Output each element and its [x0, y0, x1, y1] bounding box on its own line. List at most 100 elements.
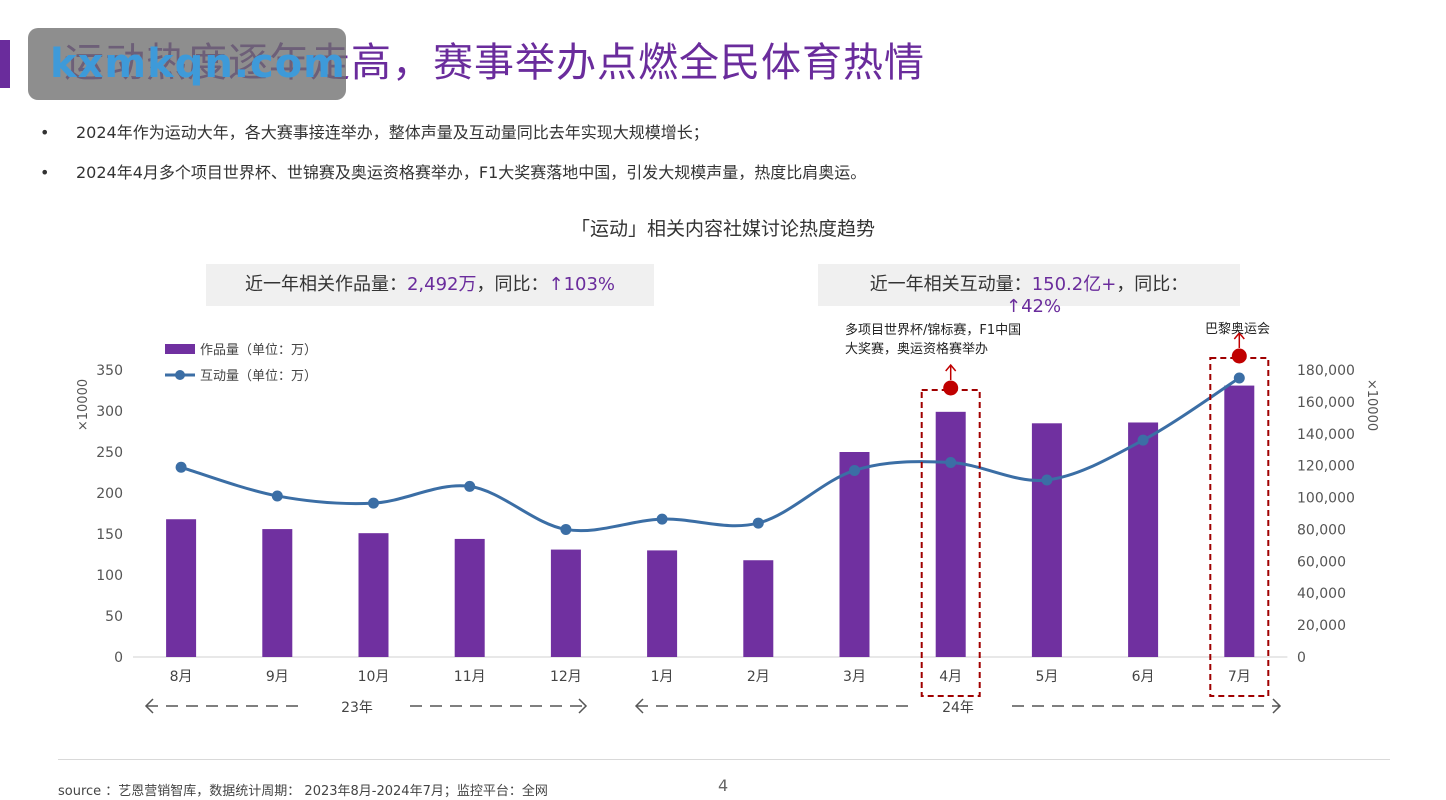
- legend-line-marker: [175, 370, 185, 380]
- line-point-6月: [1137, 434, 1149, 446]
- kpi-growth: ↑42%: [1006, 296, 1062, 317]
- bullet-item: • 2024年作为运动大年，各大赛事接连举办，整体声量及互动量同比去年实现大规模…: [40, 122, 866, 162]
- kpi-works-volume: 近一年相关作品量：2,492万，同比：↑103%: [206, 264, 654, 306]
- y-left-tick-label: 150: [96, 527, 123, 543]
- bullet-text: 2024年4月多个项目世界杯、世锦赛及奥运资格赛举办，F1大奖赛落地中国，引发大…: [76, 163, 867, 182]
- kpi-value: 2,492万: [406, 274, 477, 295]
- kpi-growth: ↑103%: [548, 274, 616, 295]
- x-tick-label: 4月: [939, 669, 962, 685]
- y-left-tick-label: 200: [96, 486, 123, 502]
- x-tick-label: 7月: [1228, 669, 1251, 685]
- y-left-axis-label: ×10000: [76, 379, 91, 431]
- bullet-dot: •: [40, 123, 50, 142]
- x-tick-label: 3月: [843, 669, 866, 685]
- bullet-item: • 2024年4月多个项目世界杯、世锦赛及奥运资格赛举办，F1大奖赛落地中国，引…: [40, 162, 866, 202]
- bullet-list: • 2024年作为运动大年，各大赛事接连举办，整体声量及互动量同比去年实现大规模…: [40, 122, 866, 202]
- footer-divider: [58, 759, 1390, 760]
- line-point-10月: [368, 497, 379, 509]
- line-point-8月: [175, 461, 187, 473]
- bullet-dot: •: [40, 163, 50, 182]
- x-tick-label: 2月: [747, 669, 770, 685]
- x-tick-label: 11月: [454, 669, 486, 685]
- bar-6月: [1128, 422, 1159, 657]
- bar-3月: [839, 452, 870, 657]
- x-tick-label: 5月: [1035, 669, 1058, 685]
- bar-7月: [1224, 385, 1255, 657]
- line-point-3月: [849, 464, 860, 476]
- year-group-label: 24年: [942, 700, 974, 716]
- year-arrowhead-24-right: [1272, 698, 1282, 714]
- highlight-arrowhead-7月: [1233, 331, 1245, 340]
- line-series-interaction: [180, 376, 1241, 533]
- bullet-text: 2024年作为运动大年，各大赛事接连举办，整体声量及互动量同比去年实现大规模增长…: [76, 123, 709, 142]
- highlight-marker-4月: [943, 380, 959, 396]
- x-tick-label: 6月: [1132, 669, 1155, 685]
- bar-5月: [1031, 423, 1062, 657]
- bar-9月: [262, 529, 293, 657]
- kpi-label: 近一年相关互动量：: [869, 274, 1032, 295]
- y-right-tick-label: 40,000: [1297, 586, 1346, 602]
- line-point-7月: [1233, 372, 1245, 384]
- annotation-text: 巴黎奥运会: [1205, 322, 1270, 337]
- highlight-arrowhead-4月: [945, 363, 957, 372]
- annotation-text: 多项目世界杯/锦标赛，F1中国: [845, 322, 1021, 338]
- line-point-12月: [560, 523, 572, 535]
- y-right-tick-label: 160,000: [1297, 395, 1355, 411]
- chart-title: 「运动」相关内容社媒讨论热度趋势: [570, 218, 875, 240]
- kpi-separator: ，同比：: [1116, 274, 1189, 295]
- y-right-tick-label: 180,000: [1297, 363, 1355, 379]
- y-right-tick-label: 140,000: [1297, 427, 1355, 443]
- bar-10月: [358, 533, 389, 657]
- kpi-value: 150.2亿+: [1031, 274, 1117, 295]
- line-point-4月: [945, 456, 957, 468]
- year-arrowhead-23-left: [144, 698, 154, 714]
- y-left-tick-label: 0: [114, 650, 123, 666]
- x-tick-label: 9月: [266, 669, 289, 685]
- bar-2月: [743, 560, 774, 657]
- y-right-tick-label: 60,000: [1297, 554, 1346, 570]
- y-left-tick-label: 300: [96, 404, 123, 420]
- y-left-tick-label: 350: [96, 363, 123, 379]
- x-tick-label: 1月: [651, 669, 674, 685]
- x-tick-label: 12月: [550, 669, 582, 685]
- page-number: 4: [718, 776, 729, 795]
- y-right-tick-label: 0: [1297, 650, 1306, 666]
- y-right-tick-label: 80,000: [1297, 522, 1346, 538]
- y-left-tick-label: 50: [105, 609, 123, 625]
- line-point-9月: [271, 490, 283, 502]
- legend-line-label: 互动量（单位：万）: [200, 369, 317, 384]
- y-right-axis-label: ×10000: [1364, 379, 1379, 431]
- legend-bar-label: 作品量（单位：万）: [200, 343, 317, 358]
- y-left-tick-label: 100: [96, 568, 123, 584]
- year-group-label: 23年: [341, 700, 373, 716]
- y-right-tick-label: 100,000: [1297, 491, 1355, 507]
- bar-12月: [550, 549, 581, 657]
- source-note: source ：艺恩营销智库，数据统计周期： 2023年8月-2024年7月；监…: [58, 784, 548, 799]
- x-tick-label: 8月: [170, 669, 193, 685]
- highlight-box-4月: [920, 389, 981, 697]
- y-right-tick-label: 20,000: [1297, 618, 1346, 634]
- legend-bar-swatch: [165, 344, 195, 354]
- kpi-label: 近一年相关作品量：: [244, 274, 407, 295]
- line-point-11月: [464, 480, 476, 492]
- y-right-tick-label: 120,000: [1297, 459, 1355, 475]
- bar-11月: [454, 538, 485, 657]
- x-tick-label: 10月: [358, 669, 390, 685]
- year-arrowhead-23-right: [578, 698, 588, 714]
- highlight-marker-7月: [1231, 348, 1247, 364]
- year-arrowhead-24-left: [634, 698, 644, 714]
- highlight-box-7月: [1209, 357, 1270, 697]
- title-accent-bar: [0, 40, 10, 88]
- kpi-interaction-volume: 近一年相关互动量：150.2亿+，同比：: [818, 264, 1240, 306]
- watermark: kxmkqn.com: [28, 28, 346, 100]
- line-point-5月: [1041, 474, 1053, 486]
- line-point-2月: [752, 517, 764, 529]
- annotation-text: 大奖赛，奥运资格赛举办: [845, 341, 988, 357]
- line-point-1月: [656, 513, 668, 525]
- bar-1月: [647, 550, 678, 657]
- y-left-tick-label: 250: [96, 445, 123, 461]
- kpi-separator: ，同比：: [476, 274, 549, 295]
- bar-4月: [935, 411, 966, 657]
- bar-8月: [166, 519, 197, 657]
